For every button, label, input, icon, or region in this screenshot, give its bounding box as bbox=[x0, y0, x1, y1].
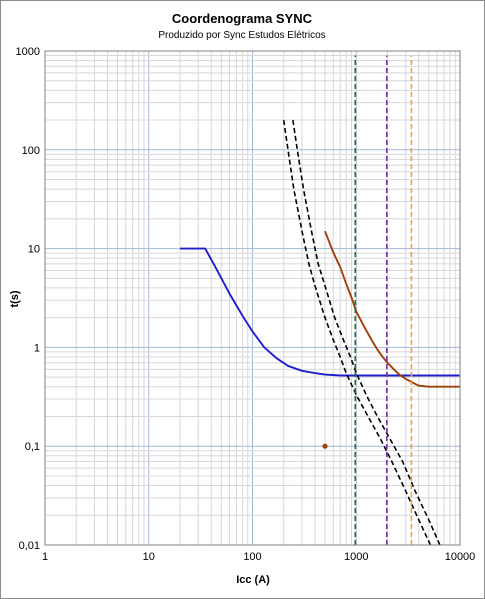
x-axis-title: Icc (A) bbox=[236, 574, 270, 586]
series-4-line bbox=[292, 119, 441, 546]
x-tick-label: 1 bbox=[42, 551, 48, 563]
series-1-line bbox=[180, 247, 460, 377]
x-tick-label: 100 bbox=[243, 551, 261, 563]
series-2-line bbox=[324, 230, 460, 388]
chart-subtitle: Produzido por Sync Estudos Elétricos bbox=[158, 30, 325, 41]
y-tick-label: 0,01 bbox=[19, 540, 40, 552]
plot-area-border bbox=[44, 50, 461, 546]
y-tick-label: 10 bbox=[28, 244, 40, 256]
y-tick-label: 1 bbox=[34, 342, 40, 354]
y-tick-label: 0,1 bbox=[25, 441, 40, 453]
y-tick-label: 1000 bbox=[16, 46, 40, 58]
y-axis-title: t(s) bbox=[9, 290, 21, 307]
chart-title: Coordenograma SYNC bbox=[172, 11, 313, 26]
series-group bbox=[180, 55, 460, 546]
x-tick-label: 1000 bbox=[344, 551, 368, 563]
x-tick-label: 10 bbox=[143, 551, 155, 563]
x-tick-label: 10000 bbox=[445, 551, 476, 563]
data-point-1 bbox=[322, 443, 328, 449]
y-tick-label: 100 bbox=[22, 145, 40, 157]
tick-labels: 1 10 100 1000 10000 0,01 0,1 1 10 100 1000 bbox=[16, 46, 476, 563]
series-3-line bbox=[282, 119, 432, 546]
grid-lines bbox=[44, 51, 460, 546]
